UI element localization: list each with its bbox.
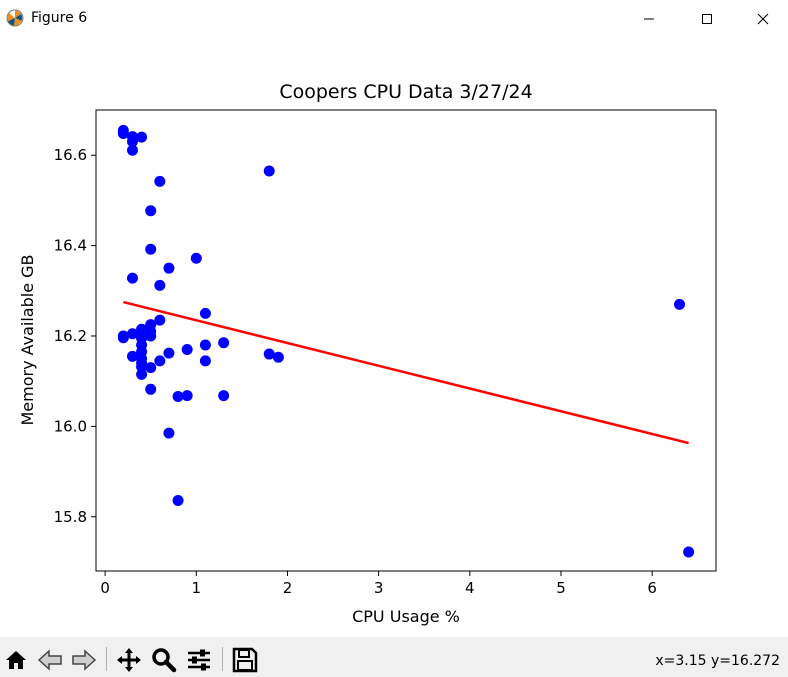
toolbar-separator <box>222 647 223 671</box>
data-point <box>154 314 166 326</box>
data-point <box>154 279 166 291</box>
data-point <box>145 362 157 374</box>
data-point <box>172 494 184 506</box>
scatter-chart: Coopers CPU Data 3/27/24 0 1 2 3 4 5 6 15.8 16.… <box>18 81 717 626</box>
data-point <box>218 337 230 349</box>
data-point <box>136 368 148 380</box>
y-tick-label: 16.2 <box>54 327 87 345</box>
y-tick-label: 16.6 <box>54 146 87 164</box>
data-point <box>126 328 138 340</box>
data-point <box>683 546 695 558</box>
x-tick-label: 1 <box>192 579 202 597</box>
data-point <box>181 390 193 402</box>
data-point <box>154 355 166 367</box>
y-tick-label: 16.4 <box>54 237 87 255</box>
data-point <box>126 144 138 156</box>
data-point <box>163 427 175 439</box>
configure-subplots-button[interactable] <box>185 647 213 673</box>
y-axis-ticks: 15.8 16.0 16.2 16.4 16.6 <box>54 146 96 526</box>
data-point <box>272 351 284 363</box>
close-button[interactable] <box>737 0 788 37</box>
data-point <box>199 339 211 351</box>
data-point <box>218 390 230 402</box>
save-icon <box>232 647 258 673</box>
minimize-icon <box>644 18 654 19</box>
save-button[interactable] <box>231 647 259 673</box>
maximize-button[interactable] <box>678 0 736 37</box>
data-point <box>190 252 202 264</box>
configure-subplots-icon <box>188 649 210 671</box>
data-point <box>126 272 138 284</box>
window-titlebar: Figure 6 <box>0 0 788 37</box>
pan-icon <box>117 648 141 672</box>
data-point <box>117 332 129 344</box>
pan-button[interactable] <box>115 647 143 673</box>
forward-arrow-icon <box>72 649 97 671</box>
axes-frame <box>95 109 717 572</box>
home-icon <box>6 651 26 669</box>
data-point <box>163 347 175 359</box>
forward-button[interactable] <box>70 647 98 673</box>
data-point <box>163 262 175 274</box>
data-point <box>145 243 157 255</box>
y-tick-label: 15.8 <box>54 508 87 526</box>
trend-line <box>123 300 689 445</box>
data-point <box>263 348 275 360</box>
y-axis-label: Memory Available GB <box>18 254 37 425</box>
maximize-icon <box>702 13 712 24</box>
data-point <box>145 205 157 217</box>
scatter-points <box>117 124 695 558</box>
x-tick-label: 2 <box>283 579 293 597</box>
navigation-toolbar: x=3.15 y=16.272 <box>0 637 788 677</box>
zoom-icon <box>152 648 177 673</box>
home-button[interactable] <box>2 647 30 673</box>
x-axis-ticks: 0 1 2 3 4 5 6 <box>100 571 657 597</box>
data-point <box>154 175 166 187</box>
x-tick-label: 3 <box>374 579 384 597</box>
data-point <box>136 131 148 143</box>
zoom-button[interactable] <box>150 647 178 673</box>
close-icon <box>757 13 768 24</box>
x-tick-label: 0 <box>100 579 110 597</box>
back-arrow-icon <box>37 649 62 671</box>
toolbar-separator <box>106 647 107 671</box>
data-point <box>199 307 211 319</box>
cursor-coordinates: x=3.15 y=16.272 <box>655 653 780 669</box>
data-point <box>117 128 129 140</box>
window-title: Figure 6 <box>31 10 88 26</box>
data-point <box>126 350 138 362</box>
data-point <box>136 361 148 373</box>
x-tick-label: 5 <box>556 579 566 597</box>
x-tick-label: 6 <box>647 579 657 597</box>
data-point <box>172 391 184 403</box>
back-button[interactable] <box>36 647 64 673</box>
data-point <box>145 383 157 395</box>
matplotlib-app-icon <box>6 9 24 27</box>
x-axis-label: CPU Usage % <box>352 607 460 626</box>
data-point <box>126 136 138 148</box>
x-tick-label: 4 <box>465 579 475 597</box>
minimize-button[interactable] <box>620 0 678 37</box>
data-point <box>199 355 211 367</box>
data-point <box>181 344 193 356</box>
data-point <box>674 298 686 310</box>
data-point <box>263 165 275 177</box>
data-point <box>145 330 157 342</box>
chart-title: Coopers CPU Data 3/27/24 <box>279 81 532 103</box>
figure-canvas[interactable]: Coopers CPU Data 3/27/24 0 1 2 3 4 5 6 15.8 16.… <box>0 37 788 637</box>
y-tick-label: 16.0 <box>54 417 87 435</box>
